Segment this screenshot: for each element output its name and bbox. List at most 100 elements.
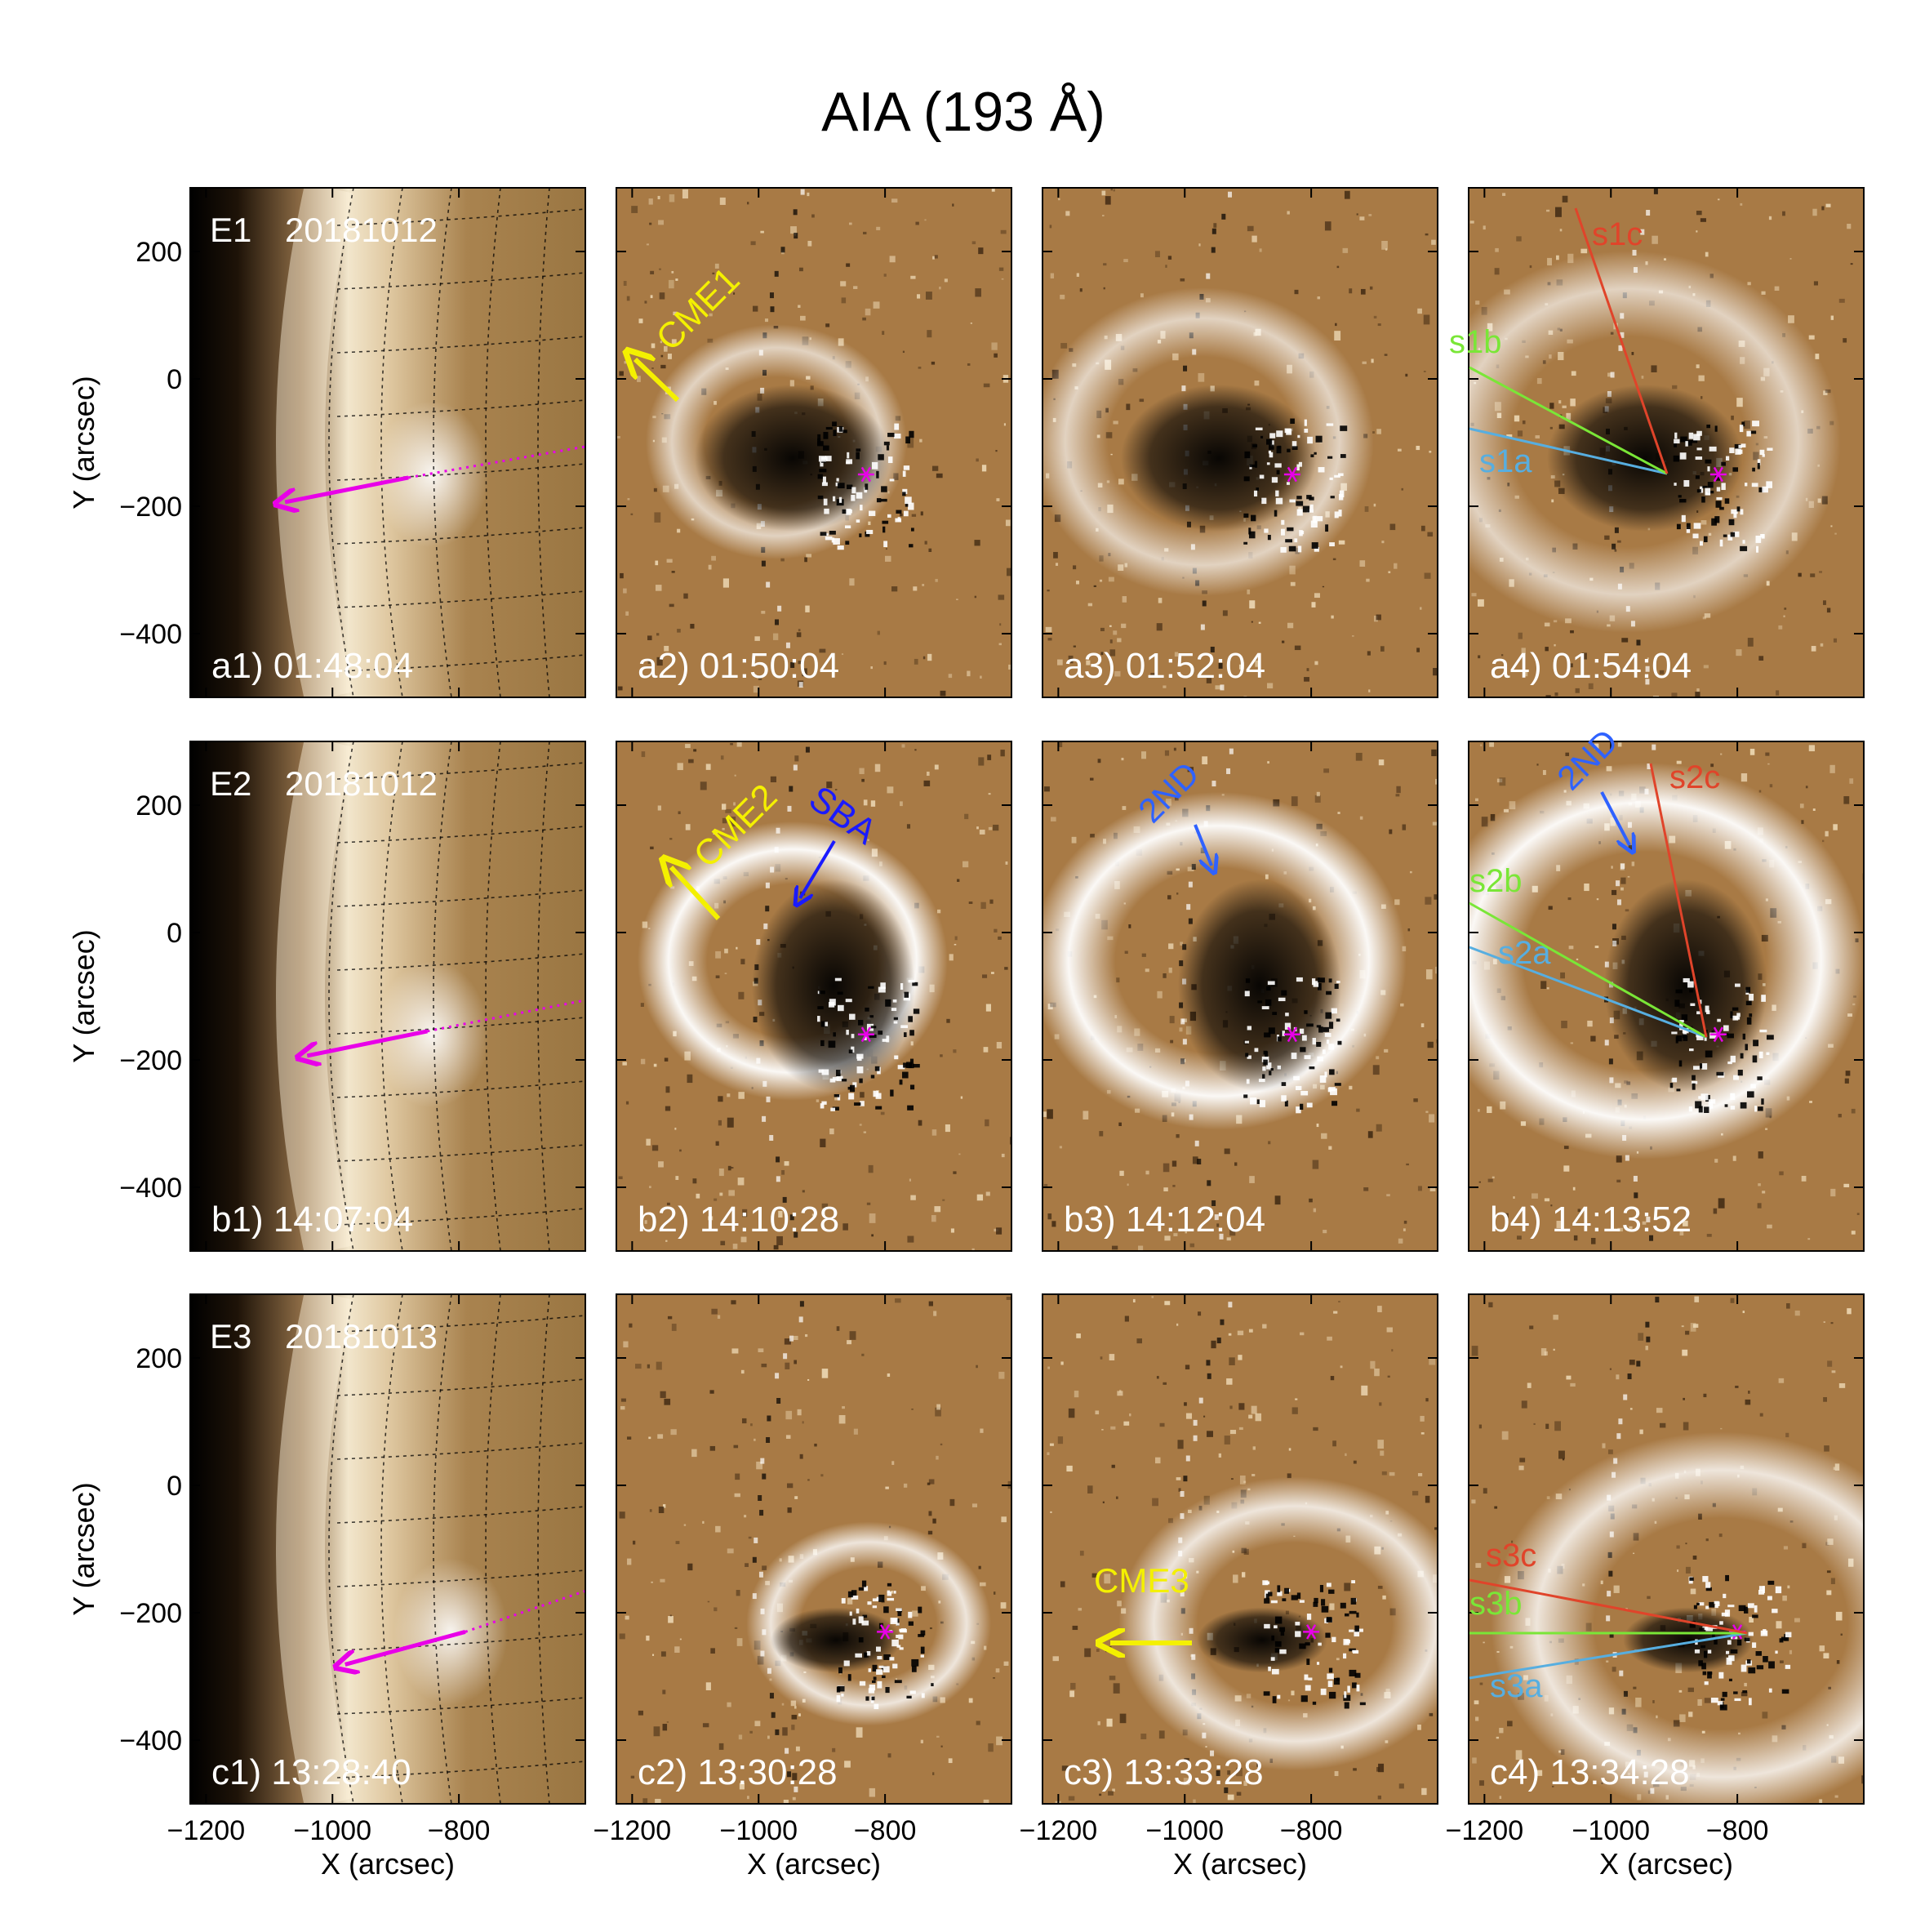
y-tick-label: −400	[119, 1725, 182, 1756]
panel-label-a2: a2) 01:50:04	[638, 646, 839, 686]
x-tick-label: −1200	[167, 1815, 246, 1846]
panel-b4: b4) 14:13:52	[1468, 741, 1865, 1252]
panel-label-a4: a4) 01:54:04	[1490, 646, 1692, 686]
slit-s2b	[1469, 901, 1707, 1039]
source-marker	[857, 1026, 874, 1043]
panel-label-c2: c2) 13:30:28	[638, 1752, 838, 1792]
panel-c3: c3) 13:33:28	[1042, 1293, 1438, 1805]
x-tick-label: −800	[1280, 1815, 1343, 1846]
panel-frame	[616, 187, 1012, 698]
direction-extension	[427, 999, 585, 1033]
y-tick-label: −200	[119, 492, 182, 523]
event-date: 20181012	[285, 211, 438, 249]
panel-image-a2	[616, 188, 1011, 697]
slit-label-s1b: s1b	[1449, 324, 1502, 360]
panel-grid: E1 20181012 a1) 01:48:04 a2) 01:50:04 a3) 01…	[189, 187, 1865, 1805]
y-tick-label: 0	[167, 364, 182, 395]
slit-label-s1c: s1c	[1592, 216, 1643, 252]
panel-frame	[1468, 187, 1865, 698]
source-marker	[1303, 1624, 1320, 1640]
slit-s2c	[1649, 763, 1708, 1038]
panel-frame	[616, 1293, 1012, 1805]
source-marker	[1709, 466, 1727, 483]
event-label: E1	[210, 211, 251, 249]
panel-image-c1	[190, 1294, 585, 1804]
y-tick-label: 0	[167, 918, 182, 949]
panel-b1: E2 20181012 b1) 14:07:04	[189, 741, 586, 1252]
panel-label-b2: b2) 14:10:28	[638, 1200, 839, 1240]
y-tick-label: −200	[119, 1045, 182, 1076]
panel-image-b1	[190, 741, 585, 1251]
slit-s2a	[1469, 946, 1707, 1039]
x-tick-label: −1200	[594, 1815, 672, 1846]
slits-row-0: s1a s1b s1c	[1449, 207, 1669, 479]
panel-label-c4: c4) 13:34:28	[1490, 1752, 1690, 1792]
slit-s1c	[1574, 207, 1669, 474]
panel-image-b2	[616, 741, 1011, 1251]
slits-row-2: s3a s3b s3c	[1469, 1538, 1748, 1704]
event-label: E3	[210, 1317, 251, 1356]
event-date: 20181013	[285, 1317, 438, 1356]
panel-frame	[1468, 741, 1865, 1252]
x-tick-label: −800	[854, 1815, 917, 1846]
panel-image-c2	[616, 1294, 1011, 1804]
slit-label-s3b: s3b	[1469, 1586, 1523, 1622]
y-tick-label: 200	[136, 1343, 182, 1374]
panel-a1: E1 20181012 a1) 01:48:04	[189, 187, 586, 698]
panel-image-b3	[1043, 741, 1438, 1251]
source-marker	[1709, 1026, 1727, 1043]
slit-label-s2b: s2b	[1469, 863, 1523, 899]
source-marker	[877, 1624, 894, 1640]
source-marker	[1283, 1026, 1300, 1043]
slit-label-s2c: s2c	[1669, 759, 1720, 795]
x-tick-label: −800	[428, 1815, 491, 1846]
panel-c1: E3 20181013 c1) 13:28:40	[189, 1293, 586, 1805]
sba-arrow	[800, 839, 836, 898]
direction-arrow	[285, 475, 409, 502]
slit-s1a	[1469, 427, 1668, 475]
y-axis-label: Y (arcsec)	[67, 1482, 100, 1615]
panel-image-b4	[1469, 741, 1864, 1251]
source-marker	[1283, 466, 1300, 483]
panel-label-c3: c3) 13:33:28	[1064, 1752, 1264, 1792]
slit-label-s1a: s1a	[1479, 443, 1532, 479]
panel-label-b3: b3) 14:12:04	[1064, 1200, 1265, 1240]
panel-a3: a3) 01:52:04	[1042, 187, 1438, 698]
figure-title: AIA (193 Å)	[821, 81, 1105, 143]
panel-image-a1	[190, 188, 585, 697]
cme1-arrow	[635, 359, 680, 403]
panel-b2: b2) 14:10:28	[616, 741, 1012, 1252]
x-tick-label: −1200	[1020, 1815, 1098, 1846]
panel-label-b4: b4) 14:13:52	[1490, 1200, 1692, 1240]
panel-label-b1: b1) 14:07:04	[211, 1200, 413, 1240]
x-tick-label: −1000	[719, 1815, 798, 1846]
direction-arrow	[345, 1629, 466, 1664]
slit-label-s2a: s2a	[1498, 935, 1551, 971]
direction-extension	[407, 445, 585, 479]
y-tick-label: −200	[119, 1598, 182, 1629]
second-nd-arrow-b4	[1600, 791, 1629, 845]
event-date: 20181012	[285, 764, 438, 803]
panel-c4: c4) 13:34:28	[1468, 1293, 1865, 1805]
x-tick-label: −1000	[1145, 1815, 1224, 1846]
second-nd-arrow-b3	[1194, 824, 1211, 866]
panel-frame	[1042, 1293, 1438, 1805]
y-tick-label: −400	[119, 1173, 182, 1204]
x-axis-label: X (arcsec)	[321, 1847, 455, 1881]
axes: 200 0 −200 −400 Y (arcsec) 200 0 −200 −400 Y (arc…	[67, 237, 1768, 1881]
y-tick-label: 200	[136, 237, 182, 268]
panel-image-c3	[1043, 1294, 1438, 1804]
cme3-label: CME3	[1094, 1561, 1189, 1600]
direction-arrow	[307, 1029, 428, 1056]
slit-label-s3a: s3a	[1490, 1668, 1543, 1704]
cme2-arrow	[671, 867, 721, 921]
panel-frame	[189, 741, 586, 1252]
panel-image-a3	[1043, 188, 1438, 697]
panel-label-a1: a1) 01:48:04	[211, 646, 413, 686]
panel-c2: c2) 13:30:28	[616, 1293, 1012, 1805]
panel-frame	[189, 187, 586, 698]
panel-image-c4	[1469, 1294, 1864, 1804]
y-axis-label: Y (arcsec)	[67, 929, 100, 1062]
y-axis-label: Y (arcsec)	[67, 376, 100, 509]
